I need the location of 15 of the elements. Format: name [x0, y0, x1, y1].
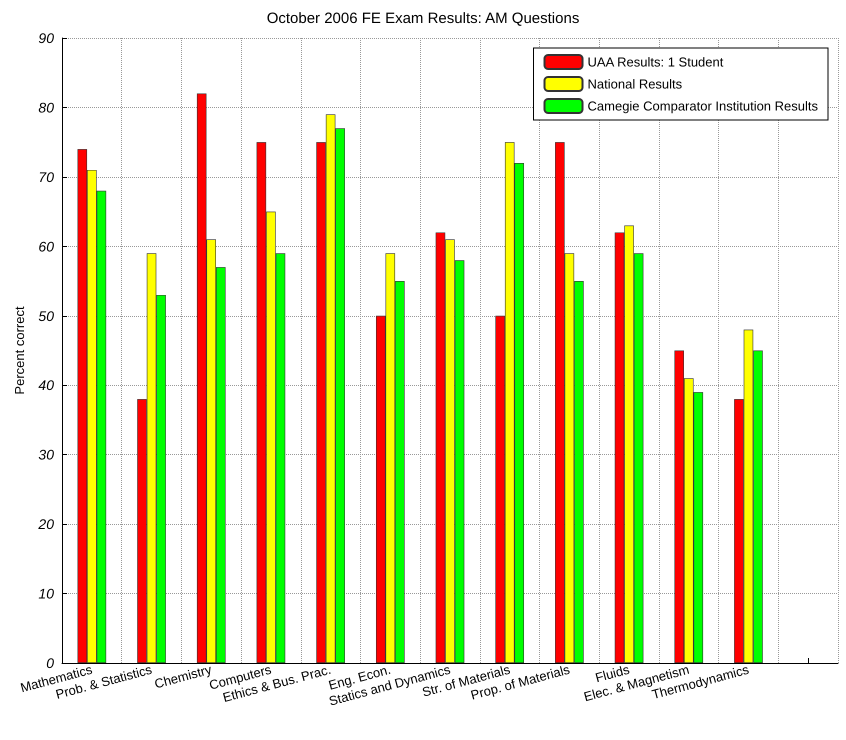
- legend-label: Camegie Comparator Institution Results: [588, 98, 818, 114]
- y-tick-label: 0: [46, 655, 54, 671]
- y-tick-label: 80: [38, 99, 54, 116]
- y-tick-label: 40: [38, 377, 54, 394]
- legend-label: National Results: [588, 76, 683, 92]
- y-tick-label: 90: [38, 30, 54, 46]
- chart-title: October 2006 FE Exam Results: AM Questions: [266, 10, 580, 27]
- y-tick-label: 20: [37, 516, 54, 532]
- y-tick-label: 30: [38, 446, 54, 463]
- legend-label: UAA Results: 1 Student: [588, 54, 724, 70]
- y-tick-label: 70: [38, 168, 54, 185]
- y-tick-label: 60: [38, 238, 54, 254]
- y-axis-title: Percent correct: [12, 306, 27, 395]
- y-tick-label: 10: [38, 586, 54, 602]
- y-tick-label: 50: [38, 308, 54, 324]
